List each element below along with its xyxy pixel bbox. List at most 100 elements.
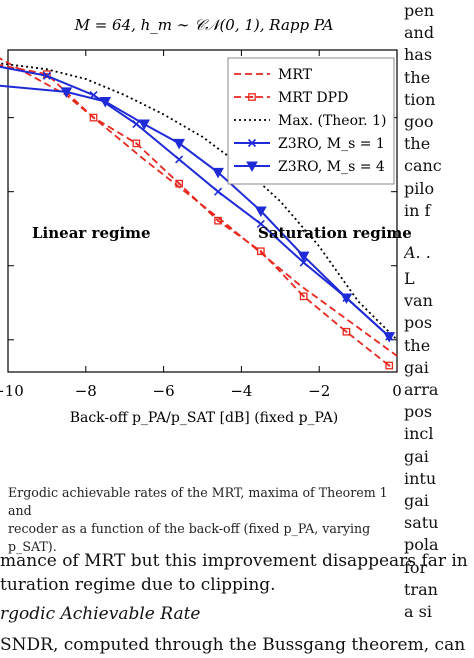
series-4-point-6 (255, 206, 267, 218)
series-1-point-6 (256, 247, 265, 256)
x-tick-label-5: 0 (392, 382, 402, 400)
series-3-point-5 (213, 187, 223, 196)
series-line-0 (0, 57, 398, 357)
right-column-line-4: tion (404, 89, 436, 109)
series-2 (0, 62, 398, 341)
legend-label-0: MRT (278, 67, 313, 83)
right-column-line2-12: pola (404, 535, 439, 555)
plot-frame (7, 49, 398, 373)
series-1 (0, 64, 394, 370)
legend-marker-1 (248, 93, 256, 101)
right-column-line-0: pen (404, 1, 435, 20)
series-1-point-3-dot (135, 142, 138, 145)
series-4 (0, 84, 396, 343)
series-line-2 (0, 62, 398, 341)
series-3-point-6 (256, 219, 265, 228)
series-1-point-4 (175, 179, 184, 188)
series-1-point-9-dot (388, 364, 391, 367)
body-line-3: SNDR, computed through the Bussgang theo… (0, 635, 466, 655)
linear-regime-label: Linear regime (32, 224, 151, 242)
right-column-line2-10: gai (404, 491, 429, 511)
x-tick-label-2: −6 (153, 382, 175, 400)
section-heading: rgodic Achievable Rate (0, 604, 201, 624)
right-column-line2-11: satu (404, 513, 439, 533)
series-4-point-9 (383, 332, 396, 343)
series-4-point-7 (297, 251, 310, 263)
x-axis-label: Back-off p_PA/p_SAT [dB] (fixed p_PA) (70, 410, 339, 426)
series-4-point-5 (212, 167, 224, 179)
figure-title: M = 64, h_m ∼ 𝒞𝒩(0, 1), Rapp PA (74, 16, 334, 34)
x-tick-label-3: −4 (230, 382, 252, 400)
legend-marker-4 (246, 161, 258, 173)
series-1-point-8-dot (345, 330, 348, 333)
legend-label-3: Z3RO, M_s = 1 (278, 136, 385, 152)
right-column-line2-6: pos (404, 402, 433, 422)
right-column-line2-9: intu (404, 468, 437, 488)
right-column-line-7: canc (404, 156, 442, 176)
series-4-point-1 (60, 87, 73, 98)
series-1-point-7 (299, 292, 308, 301)
right-column-subsection: A. . (404, 243, 431, 262)
axis-ticks (7, 49, 398, 372)
series-1-point-5 (214, 216, 222, 225)
series-4-point-2 (99, 97, 112, 108)
body-line-2: turation regime due to clipping. (0, 575, 276, 595)
right-column-line-5: goo (404, 112, 434, 132)
series-1-point-4-dot (178, 182, 181, 185)
series-line-4 (0, 84, 390, 338)
series-layer (0, 57, 398, 370)
rate-vs-backoff-figure: M = 64, h_m ∼ 𝒞𝒩(0, 1), Rapp PA Linear r… (0, 16, 412, 426)
legend-label-4: Z3RO, M_s = 4 (278, 159, 385, 175)
right-column-line2-3: the (404, 335, 431, 355)
series-1-point-2-dot (92, 116, 95, 119)
right-column-line2-2: pos (404, 313, 433, 333)
body-line-1: mance of MRT but this improvement disapp… (0, 551, 468, 571)
series-4-point-4 (173, 138, 186, 150)
series-1-point-2 (89, 113, 98, 122)
right-column-line2-1: van (404, 291, 433, 311)
series-3-point-4 (175, 155, 184, 164)
right-column-text: pen and has the tion goo the canc pilo in f A. . … (404, 0, 474, 658)
series-3-point-7 (299, 258, 308, 267)
series-1-point-8 (342, 327, 351, 336)
right-column-line2-14: tran (404, 579, 438, 599)
right-column-line-8: pilo (404, 178, 435, 198)
caption-line-1: Ergodic achievable rates of the MRT, max… (8, 485, 388, 518)
series-line-1 (0, 64, 390, 367)
series-1-point-9 (385, 361, 394, 370)
right-column-line2-7: incl (404, 424, 434, 444)
right-column-line-2: has (404, 45, 433, 65)
series-1-point-7-dot (302, 295, 305, 298)
x-tick-labels: −10 −8 −6 −4 −2 0 (0, 382, 402, 400)
series-1-point-3 (132, 139, 141, 148)
series-1-point-1 (43, 70, 51, 78)
right-column-line2-8: gai (404, 446, 429, 466)
legend-marker-3 (247, 138, 257, 148)
right-column-line2-0: L (404, 269, 415, 288)
legend-marker-1-dot (251, 96, 253, 98)
series-4-point-3 (138, 119, 150, 131)
series-4-point-8 (340, 293, 353, 304)
series-line-3 (0, 65, 390, 338)
x-tick-label-0: −10 (0, 382, 24, 400)
x-tick-label-1: −8 (75, 382, 97, 400)
legend-label-1: MRT DPD (278, 90, 348, 106)
right-column-line2-4: gai (404, 357, 429, 377)
series-0 (0, 57, 398, 357)
caption-line-2: recoder as a function of the back-off (f… (8, 521, 371, 554)
series-1-point-5-dot (217, 219, 220, 222)
right-column-line-9: in f (404, 200, 431, 220)
legend: MRT MRT DPD Max. (Theor. 1) Z3RO, M_s = 1 Z3… (227, 57, 395, 185)
figure-caption: Ergodic achievable rates of the MRT, max… (8, 484, 400, 556)
right-column-line-3: the (404, 67, 431, 87)
series-3-point-1 (42, 71, 51, 80)
x-tick-label-4: −2 (308, 382, 330, 400)
saturation-regime-label: Saturation regime (258, 224, 412, 242)
right-column-line2-15: a si (404, 602, 432, 622)
right-column-line2-5: arra (404, 380, 439, 400)
series-1-point-1-dot (45, 73, 48, 76)
right-column-line-1: and (404, 23, 435, 43)
legend-label-2: Max. (Theor. 1) (278, 113, 386, 129)
right-column-line2-13: for (404, 557, 428, 577)
